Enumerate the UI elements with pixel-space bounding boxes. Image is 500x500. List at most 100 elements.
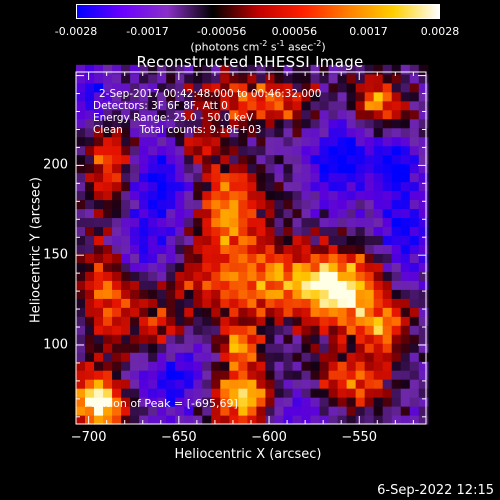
heatmap-cell	[400, 262, 411, 272]
heatmap-cell	[418, 325, 429, 335]
heatmap-cell	[157, 406, 167, 416]
heatmap-cell	[121, 64, 131, 75]
heatmap-cell	[175, 271, 185, 281]
heatmap-cell	[103, 388, 113, 398]
heatmap-cell	[364, 109, 375, 120]
heatmap-cell	[148, 190, 158, 201]
heatmap-cell	[157, 208, 167, 219]
heatmap-cell	[103, 298, 113, 308]
heatmap-cell	[85, 163, 95, 174]
heatmap-cell	[103, 352, 113, 362]
heatmap-cell	[400, 334, 411, 344]
heatmap-cell	[166, 244, 176, 254]
heatmap-cell	[148, 154, 158, 165]
heatmap-cell	[292, 370, 303, 380]
heatmap-cell	[76, 109, 86, 120]
heatmap-cell	[139, 118, 149, 129]
heatmap-cell	[382, 307, 393, 317]
heatmap-cell	[283, 361, 294, 371]
heatmap-cell	[94, 82, 104, 93]
heatmap-cell	[283, 298, 294, 308]
heatmap-cell	[274, 397, 285, 407]
heatmap-cell	[373, 298, 384, 308]
heatmap-cell	[319, 253, 330, 263]
heatmap-cell	[139, 73, 149, 84]
heatmap-cell	[355, 145, 366, 156]
heatmap-cell	[409, 253, 420, 263]
heatmap-cell	[193, 127, 203, 138]
heatmap-cell	[238, 172, 248, 183]
heatmap-cell	[166, 118, 176, 129]
heatmap-cell	[85, 82, 95, 93]
heatmap-cell	[157, 73, 167, 84]
heatmap-cell	[166, 343, 176, 353]
heatmap-cell	[337, 352, 348, 362]
heatmap-cell	[391, 352, 402, 362]
heatmap-cell	[94, 226, 104, 237]
heatmap-cell	[130, 181, 140, 192]
heatmap-cell	[85, 298, 95, 308]
info-energy-range: Energy Range: 25.0 - 50.0 keV	[93, 112, 254, 124]
heatmap-cell	[229, 208, 239, 219]
heatmap-cell	[211, 325, 221, 335]
heatmap-cell	[337, 334, 348, 344]
heatmap-cell	[148, 109, 158, 120]
heatmap-cell	[409, 397, 420, 407]
heatmap-cell	[247, 64, 258, 75]
heatmap-cell	[391, 154, 402, 165]
heatmap-cell	[364, 64, 375, 75]
heatmap-cell	[301, 397, 312, 407]
heatmap-cell	[211, 244, 221, 254]
heatmap-cell	[274, 370, 285, 380]
heatmap-cell	[364, 82, 375, 93]
heatmap-cell	[256, 154, 267, 165]
heatmap-cell	[373, 136, 384, 147]
heatmap-cell	[184, 82, 194, 93]
heatmap-cell	[175, 370, 185, 380]
heatmap-cell	[418, 118, 429, 129]
heatmap-cell	[364, 271, 375, 281]
heatmap-cell	[130, 415, 140, 425]
heatmap-cell	[121, 397, 131, 407]
heatmap-cell	[355, 208, 366, 219]
heatmap-cell	[238, 316, 248, 326]
heatmap-cell	[157, 163, 167, 174]
heatmap-cell	[121, 109, 131, 120]
heatmap-cell	[400, 73, 411, 84]
heatmap-cell	[76, 172, 86, 183]
heatmap-cell	[274, 208, 285, 219]
heatmap-cell	[121, 208, 131, 219]
heatmap-cell	[247, 118, 258, 129]
heatmap-cell	[157, 316, 167, 326]
heatmap-cell	[130, 235, 140, 246]
heatmap-cell	[175, 127, 185, 138]
heatmap-cell	[175, 343, 185, 353]
heatmap-cell	[400, 226, 411, 237]
heatmap-cell	[256, 163, 267, 174]
heatmap-cell	[418, 379, 429, 389]
heatmap-cell	[103, 82, 113, 93]
heatmap-cell	[148, 100, 158, 111]
heatmap-cell	[220, 370, 230, 380]
heatmap-cell	[337, 208, 348, 219]
heatmap-cell	[265, 298, 276, 308]
heatmap-cell	[247, 145, 258, 156]
heatmap-cell	[409, 127, 420, 138]
heatmap-cell	[229, 370, 239, 380]
heatmap-cell	[157, 235, 167, 246]
heatmap-cell	[211, 199, 221, 210]
heatmap-cell	[346, 172, 357, 183]
heatmap-cell	[184, 154, 194, 165]
heatmap-cell	[76, 118, 86, 129]
heatmap-cell	[400, 271, 411, 281]
heatmap-cell	[337, 388, 348, 398]
heatmap-cell	[211, 217, 221, 228]
heatmap-cell	[418, 316, 429, 326]
heatmap-cell	[121, 226, 131, 237]
heatmap-cell	[112, 379, 122, 389]
heatmap-cell	[265, 82, 276, 93]
heatmap-cell	[229, 118, 239, 129]
heatmap-cell	[157, 136, 167, 147]
heatmap-cell	[202, 109, 212, 120]
heatmap-cell	[346, 298, 357, 308]
